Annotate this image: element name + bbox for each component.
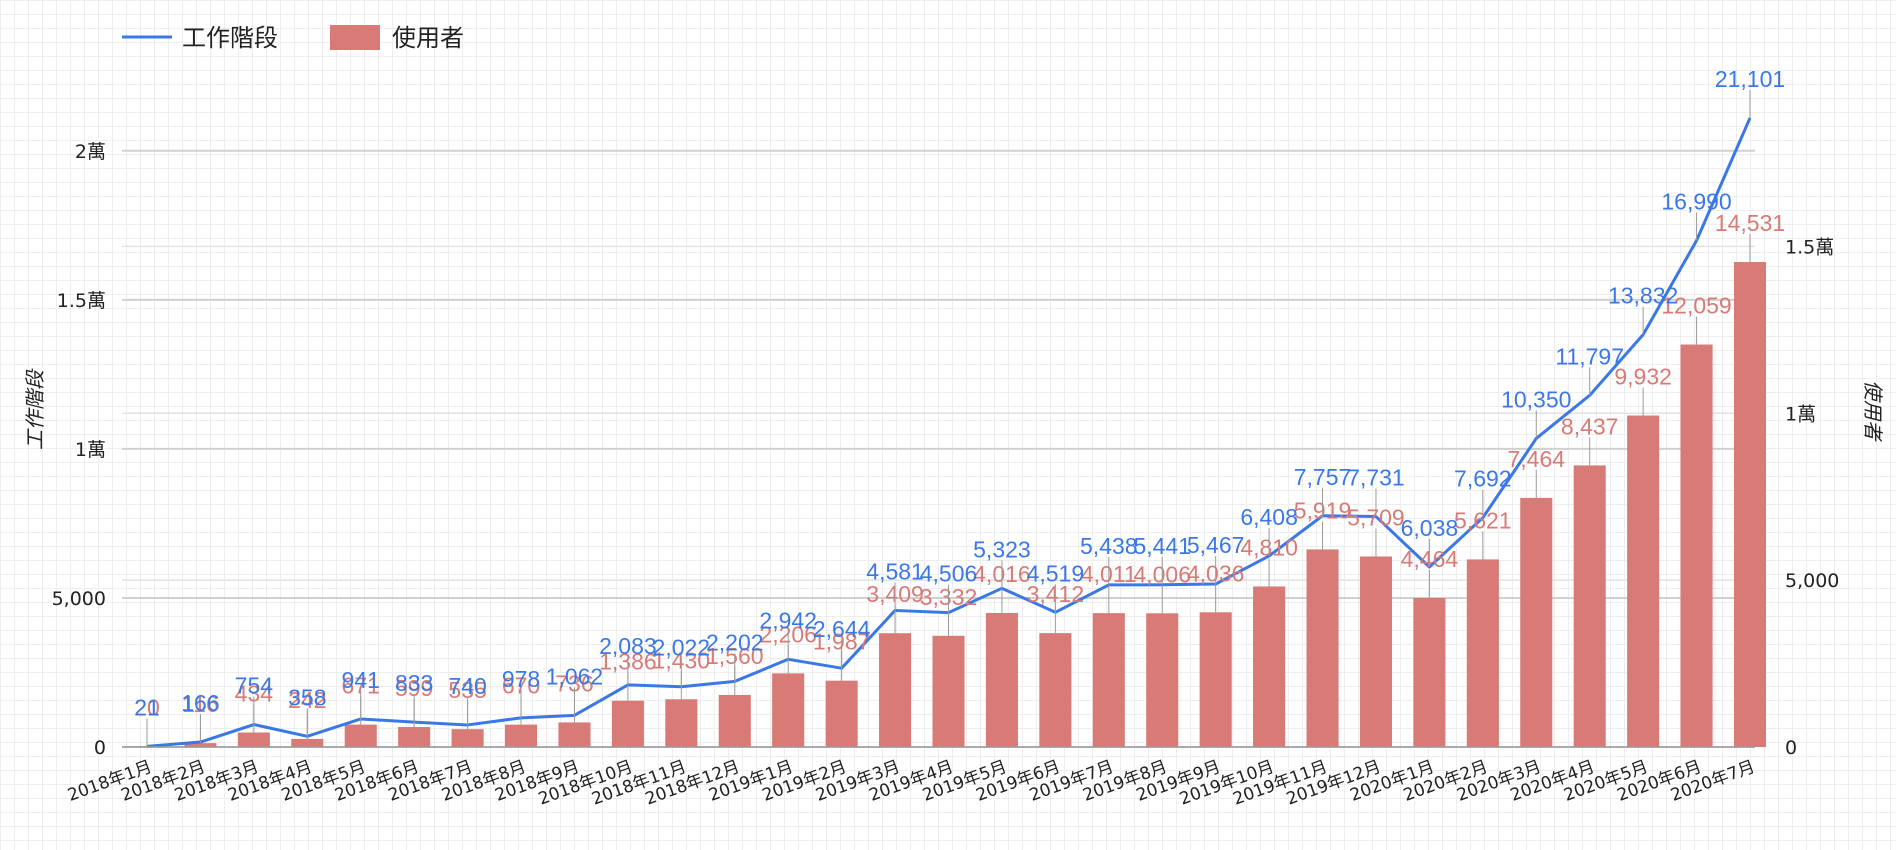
bar-users [451,729,484,747]
bar-users [1520,497,1553,747]
bar-users [1466,559,1499,747]
line-data-label: 7,757 [1294,464,1352,490]
bar-data-label: 116 [182,691,219,717]
line-data-label: 358 [288,684,326,710]
y-right-tick-label: 1.5萬 [1785,236,1834,258]
line-data-label: 5,323 [973,536,1031,562]
bar-users [1039,633,1072,747]
line-data-label: 2,083 [599,633,657,659]
line-data-label: 10,350 [1501,386,1571,412]
legend-label-sessions: 工作階段 [182,24,278,52]
bar-users [985,612,1018,747]
y-left-tick-label: 1萬 [75,439,106,461]
line-data-label: 6,038 [1401,515,1459,541]
bar-users [237,732,270,747]
user-bars [130,262,1767,747]
bar-users [1680,344,1713,747]
bar-users [825,680,858,747]
y-right-tick-label: 5,000 [1785,570,1839,592]
bar-users [611,700,644,747]
bar-users [1573,465,1606,747]
legend: 工作階段 使用者 [122,24,464,52]
bar-users [1092,613,1125,747]
line-data-label: 2,022 [653,635,711,661]
line-data-label: 7,692 [1454,466,1512,492]
line-data-label: 21,101 [1715,66,1785,92]
line-data-label: 4,506 [920,561,978,587]
y-left-tick-label: 0 [94,737,106,759]
bar-users [1199,612,1232,747]
y-left-tick-label: 2萬 [75,141,106,163]
line-data-label: 7,731 [1347,465,1405,491]
line-data-label: 13,832 [1608,283,1678,309]
bar-users [1306,549,1339,747]
bar-users [398,727,431,747]
bar-data-label: 14,531 [1715,210,1785,236]
y-axis-right-title: 使用者 [1861,380,1885,442]
bar-data-label: 7,464 [1507,446,1565,472]
line-data-label: 166 [181,690,219,716]
bar-users [184,743,217,747]
line-data-label: 4,519 [1027,560,1085,586]
bar-users [1359,556,1392,747]
y-right-tick-label: 1萬 [1785,403,1816,425]
bar-users [1146,613,1179,747]
legend-label-users: 使用者 [392,24,464,52]
line-data-label: 1,062 [546,663,604,689]
line-data-label: 833 [395,670,433,696]
bar-users [932,635,965,747]
line-data-label: 2,644 [813,616,871,642]
y-left-tick-label: 5,000 [52,588,106,610]
line-data-label: 5,441 [1133,533,1191,559]
line-data-label: 11,797 [1555,343,1624,369]
line-data-label: 2,942 [759,607,817,633]
bar-users [1253,586,1286,747]
bar-users [665,699,698,747]
y-left-tick-label: 1.5萬 [57,290,106,312]
line-data-label: 5,467 [1187,532,1245,558]
bar-users [505,724,538,747]
y-axis-left-title: 工作階段 [23,368,47,450]
line-data-label: 6,408 [1240,504,1298,530]
bar-users [558,722,591,747]
line-data-label: 941 [342,667,380,693]
y-right-tick-label: 0 [1785,737,1797,759]
bar-data-label: 8,437 [1561,413,1619,439]
bar-users [879,633,912,747]
line-data-label: 16,990 [1661,189,1731,215]
bar-users [718,694,751,747]
bar-users [1413,598,1446,747]
bar-data-label: 20 [134,694,160,720]
line-data-label: 754 [235,673,274,699]
line-data-label: 5,438 [1080,533,1138,559]
line-data-label: 2,202 [706,629,764,655]
legend-swatch-users [330,25,380,50]
line-data-label: 740 [448,673,486,699]
bar-users [1733,262,1767,747]
bar-users [291,738,324,747]
bar-users [1627,415,1660,747]
bar-data-label: 12,059 [1661,293,1731,319]
line-data-label: 978 [502,666,540,692]
line-data-label: 21 [134,694,160,720]
line-data-label: 4,581 [866,558,924,584]
bar-users [344,724,377,747]
bar-data-label: 9,932 [1614,364,1672,390]
bar-users [772,673,805,747]
